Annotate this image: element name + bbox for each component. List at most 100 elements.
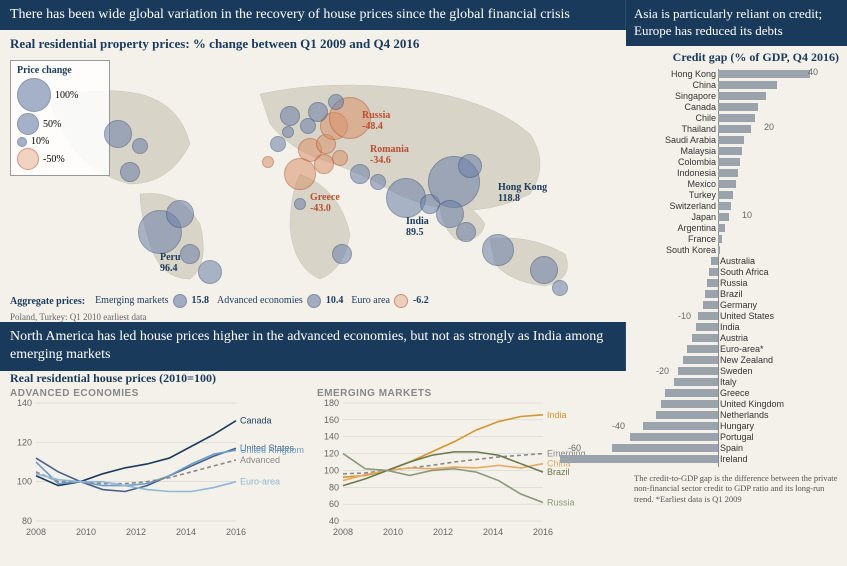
svg-text:80: 80: [329, 482, 339, 492]
credit-title: Credit gap (% of GDP, Q4 2016): [634, 50, 839, 65]
credit-bar-row: United States: [634, 311, 839, 321]
map-legend: Price change 100%50%10%-50%: [10, 60, 110, 176]
dashboard: There has been wide global variation in …: [0, 0, 847, 566]
legend-item: 50%: [17, 113, 103, 135]
credit-bar-row: Spain: [634, 443, 839, 453]
map-footnote: Poland, Turkey: Q1 2010 earliest data: [10, 312, 147, 322]
svg-text:United Kingdom: United Kingdom: [240, 445, 304, 455]
svg-text:2014: 2014: [483, 527, 503, 537]
map-bubble: [386, 178, 426, 218]
credit-bar-row: Thailand: [634, 124, 839, 134]
axis-tick: -60: [568, 443, 581, 453]
map-header: There has been wide global variation in …: [0, 0, 626, 30]
legend-title: Price change: [17, 65, 103, 76]
credit-header: Asia is particularly reliant on credit; …: [626, 0, 847, 46]
credit-bar-row: Colombia: [634, 157, 839, 167]
credit-bar-row: Malaysia: [634, 146, 839, 156]
map-bubble: [530, 256, 558, 284]
credit-bar-row: Chile: [634, 113, 839, 123]
svg-text:100: 100: [324, 465, 339, 475]
chart-emerging: EMERGING MARKETS 40608010012014016018020…: [317, 388, 616, 560]
credit-bar-row: India: [634, 322, 839, 332]
credit-bar-row: Euro-area*: [634, 344, 839, 354]
svg-text:India: India: [547, 409, 567, 419]
chart-advanced-title: ADVANCED ECONOMIES: [10, 388, 309, 399]
svg-text:2012: 2012: [433, 527, 453, 537]
svg-text:2010: 2010: [76, 527, 96, 537]
svg-text:2016: 2016: [533, 527, 553, 537]
legend-item: 10%: [17, 136, 103, 147]
map-callout: Hong Kong118.8: [498, 182, 547, 204]
svg-text:2008: 2008: [26, 527, 46, 537]
aggregate-label: Aggregate prices:: [10, 296, 85, 307]
credit-bar-row: Saudi Arabia: [634, 135, 839, 145]
credit-panel: Credit gap (% of GDP, Q4 2016) Hong Kong…: [626, 46, 847, 566]
axis-tick: 10: [742, 210, 752, 220]
credit-bar-row: Argentina: [634, 223, 839, 233]
svg-text:180: 180: [324, 399, 339, 408]
credit-bar-row: Netherlands: [634, 410, 839, 420]
map-bubble: [198, 260, 222, 284]
chart-advanced: ADVANCED ECONOMIES 80 100 120 140 2008 2010 20…: [10, 388, 309, 560]
map-bubble: [104, 120, 132, 148]
svg-text:80: 80: [22, 516, 32, 526]
map-callout: Peru96.4: [160, 252, 181, 274]
credit-bar-row: South Africa: [634, 267, 839, 277]
svg-text:2014: 2014: [176, 527, 196, 537]
map-subtitle: Real residential property prices: % chan…: [0, 30, 626, 54]
legend-item: -50%: [17, 148, 103, 170]
credit-bar-row: Brazil: [634, 289, 839, 299]
svg-text:140: 140: [17, 399, 32, 408]
credit-bar-row: Italy: [634, 377, 839, 387]
credit-bar-row: Russia: [634, 278, 839, 288]
credit-bar-row: New Zealand: [634, 355, 839, 365]
credit-bar-row: Turkey: [634, 190, 839, 200]
map-panel: Price change 100%50%10%-50% Peru96.4 Russ…: [0, 54, 626, 322]
map-callout: Russia-48.4: [362, 110, 390, 132]
credit-bar-row: United Kingdom: [634, 399, 839, 409]
credit-bar-row: Indonesia: [634, 168, 839, 178]
axis-tick: -10: [678, 311, 691, 321]
svg-text:100: 100: [17, 476, 32, 486]
svg-text:Brazil: Brazil: [547, 467, 570, 477]
credit-footnote: The credit-to-GDP gap is the difference …: [634, 473, 839, 505]
map-callout: Greece-43.0: [310, 192, 340, 214]
credit-bar-row: Canada: [634, 102, 839, 112]
credit-bar-row: Greece: [634, 388, 839, 398]
svg-text:2016: 2016: [226, 527, 246, 537]
credit-bar-row: Germany: [634, 300, 839, 310]
svg-text:120: 120: [324, 448, 339, 458]
svg-text:40: 40: [329, 516, 339, 526]
credit-bars: Hong KongChinaSingaporeCanadaChileThaila…: [634, 69, 839, 467]
credit-bar-row: Ireland: [634, 454, 839, 464]
map-callout: Romania-34.6: [370, 144, 409, 166]
left-column: There has been wide global variation in …: [0, 0, 626, 566]
credit-bar-row: Portugal: [634, 432, 839, 442]
map-bubble: [166, 200, 194, 228]
svg-text:Russia: Russia: [547, 497, 575, 507]
credit-bar-row: South Korea: [634, 245, 839, 255]
aggregate-row: Aggregate prices: Emerging markets 15.8 A…: [10, 294, 616, 308]
aggregate-item: Advanced economies 10.4: [217, 295, 343, 306]
svg-text:160: 160: [324, 414, 339, 424]
svg-text:60: 60: [329, 499, 339, 509]
lines-subtitle: Real residential house prices (2010=100): [10, 371, 616, 388]
credit-bar-row: Austria: [634, 333, 839, 343]
svg-text:120: 120: [17, 437, 32, 447]
credit-bar-row: Australia: [634, 256, 839, 266]
svg-text:2008: 2008: [333, 527, 353, 537]
map-callout: India89.5: [406, 216, 429, 238]
map-bubble: [458, 154, 482, 178]
aggregate-item: Emerging markets 15.8: [95, 295, 209, 306]
axis-tick: -40: [612, 421, 625, 431]
credit-bar-row: Hungary: [634, 421, 839, 431]
svg-text:140: 140: [324, 431, 339, 441]
svg-text:Advanced: Advanced: [240, 455, 280, 465]
right-column: Asia is particularly reliant on credit; …: [626, 0, 847, 566]
aggregate-item: Euro area -6.2: [351, 295, 428, 306]
svg-text:2010: 2010: [383, 527, 403, 537]
axis-tick: 40: [808, 67, 818, 77]
svg-text:Euro-area: Euro-area: [240, 476, 280, 486]
credit-bar-row: Mexico: [634, 179, 839, 189]
map-bubble: [284, 158, 316, 190]
